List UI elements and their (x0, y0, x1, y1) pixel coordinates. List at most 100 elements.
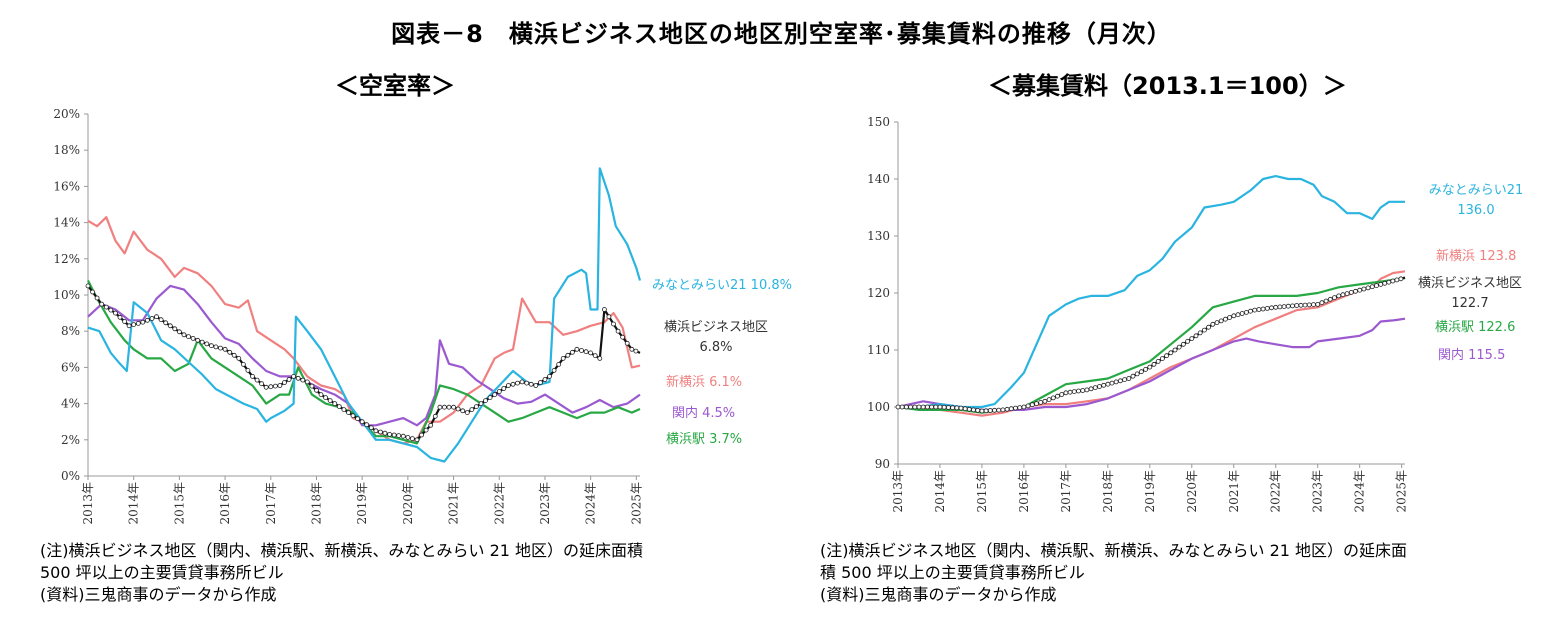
series-marker-business (1185, 338, 1191, 344)
series-marker-business (510, 381, 516, 387)
series-marker-business (606, 314, 612, 320)
series-marker-business (295, 375, 301, 381)
rent-chart-subtitle: ＜募集賃料（2013.1＝100）＞ (988, 72, 1347, 100)
series-marker-business (327, 398, 333, 404)
series-marker-business (1398, 276, 1404, 282)
y-tick-label: 130 (867, 229, 890, 243)
series-marker-business (1084, 387, 1090, 393)
series-marker-business (181, 332, 187, 338)
series-marker-business (186, 334, 191, 340)
note-left-line2: 500 坪以上の主要賃貸事務所ビル (40, 563, 284, 582)
vacancy-rate-chart: 0% 2% 4% 6% 8% 10% 12% 14% 16% 18% 20% 2013年 2014年 20… (53, 107, 792, 525)
series-marker-business (1298, 302, 1304, 308)
series-marker-business (117, 314, 123, 320)
series-label-minatomirai: みなとみらい21 10.8% (652, 278, 792, 293)
series-marker-business (950, 405, 956, 411)
series-marker-business (904, 404, 909, 410)
x-tick-label: 2022年 (492, 482, 506, 525)
series-marker-business (414, 437, 420, 443)
series-marker-business (341, 407, 347, 413)
series-marker-business (190, 335, 196, 341)
series-marker-business (144, 317, 150, 323)
series-marker-business (1155, 358, 1161, 364)
series-marker-business (1315, 301, 1321, 307)
series-marker-business (574, 346, 580, 352)
series-line-shinyokohama (898, 270, 1406, 417)
x-tick-label: 2021年 (447, 482, 461, 525)
series-marker-business (154, 314, 159, 320)
series-marker-business (464, 410, 470, 416)
y-tick-label: 8% (61, 324, 80, 338)
series-marker-business (492, 392, 498, 398)
series-marker-business (1319, 300, 1325, 306)
series-marker-business (1323, 298, 1329, 304)
series-marker-business (1034, 401, 1039, 407)
series-marker-business (1248, 308, 1253, 314)
y-tick-label: 150 (867, 115, 890, 129)
series-marker-business (954, 405, 960, 411)
series-marker-business (929, 404, 935, 410)
x-tick-label: 2020年 (401, 482, 415, 525)
series-label-shinyokohama: 新横浜 123.8 (1436, 248, 1516, 264)
series-marker-business (250, 373, 255, 379)
x-tick-label: 2019年 (1143, 470, 1157, 513)
series-marker-business (524, 380, 530, 386)
y-tick-label: 110 (867, 343, 890, 357)
series-marker-business (428, 422, 434, 428)
series-marker-business (1143, 366, 1149, 372)
series-marker-business (1004, 406, 1010, 412)
series-marker-business (122, 319, 127, 324)
y-tick-label: 100 (867, 400, 890, 414)
x-tick-label: 2018年 (309, 482, 323, 525)
series-marker-business (391, 432, 397, 438)
series-marker-business (1227, 315, 1233, 320)
y-tick-label: 120 (867, 286, 890, 300)
series-marker-business (131, 322, 137, 328)
series-marker-business (135, 320, 141, 326)
series-marker-business (1080, 388, 1086, 393)
x-tick-label: 2013年 (81, 482, 95, 525)
series-marker-business (924, 404, 930, 410)
series-label-shinyokohama: 新横浜 6.1% (666, 374, 742, 390)
series-marker-business (528, 381, 534, 387)
series-marker-business (167, 323, 173, 329)
series-marker-business (602, 307, 607, 312)
series-marker-business (213, 344, 219, 350)
series-marker-business (570, 349, 575, 355)
series-marker-business (1361, 286, 1367, 292)
series-marker-business (633, 348, 639, 354)
x-tick-label: 2024年 (584, 482, 598, 525)
series-marker-business (1109, 380, 1115, 386)
series-marker-business (975, 407, 981, 413)
series-marker-business (933, 404, 939, 410)
series-marker-business (937, 404, 943, 410)
series-marker-business (409, 436, 415, 442)
series-marker-business (962, 406, 968, 412)
series-marker-business (1025, 403, 1031, 409)
series-marker-business (1382, 280, 1388, 286)
series-marker-business (1038, 399, 1044, 405)
series-marker-business (300, 377, 306, 383)
series-marker-business (1168, 350, 1174, 356)
series-marker-business (547, 373, 552, 379)
series-marker-business (1151, 361, 1157, 367)
series-marker-business (1046, 397, 1052, 403)
series-marker-business (103, 304, 109, 310)
series-marker-business (1172, 347, 1178, 353)
series-marker-business (1105, 381, 1111, 387)
series-marker-business (373, 428, 379, 434)
series-marker-business (1206, 324, 1212, 330)
x-tick-label: 2022年 (1269, 470, 1283, 513)
series-marker-business (519, 379, 525, 385)
series-marker-business (222, 346, 228, 352)
asking-rent-chart: 90 100 110 120 130 140 150 2013年 2014年 2015年 2016年… (867, 115, 1523, 513)
series-marker-business (1088, 386, 1094, 392)
series-marker-business (1344, 291, 1350, 297)
series-marker-business (245, 367, 251, 373)
series-marker-business (945, 405, 951, 410)
y-tick-label: 4% (61, 397, 80, 411)
series-marker-business (387, 431, 393, 437)
vacancy-chart-subtitle: ＜空室率＞ (335, 72, 455, 100)
series-marker-business (1294, 303, 1300, 308)
series-marker-business (254, 377, 260, 383)
